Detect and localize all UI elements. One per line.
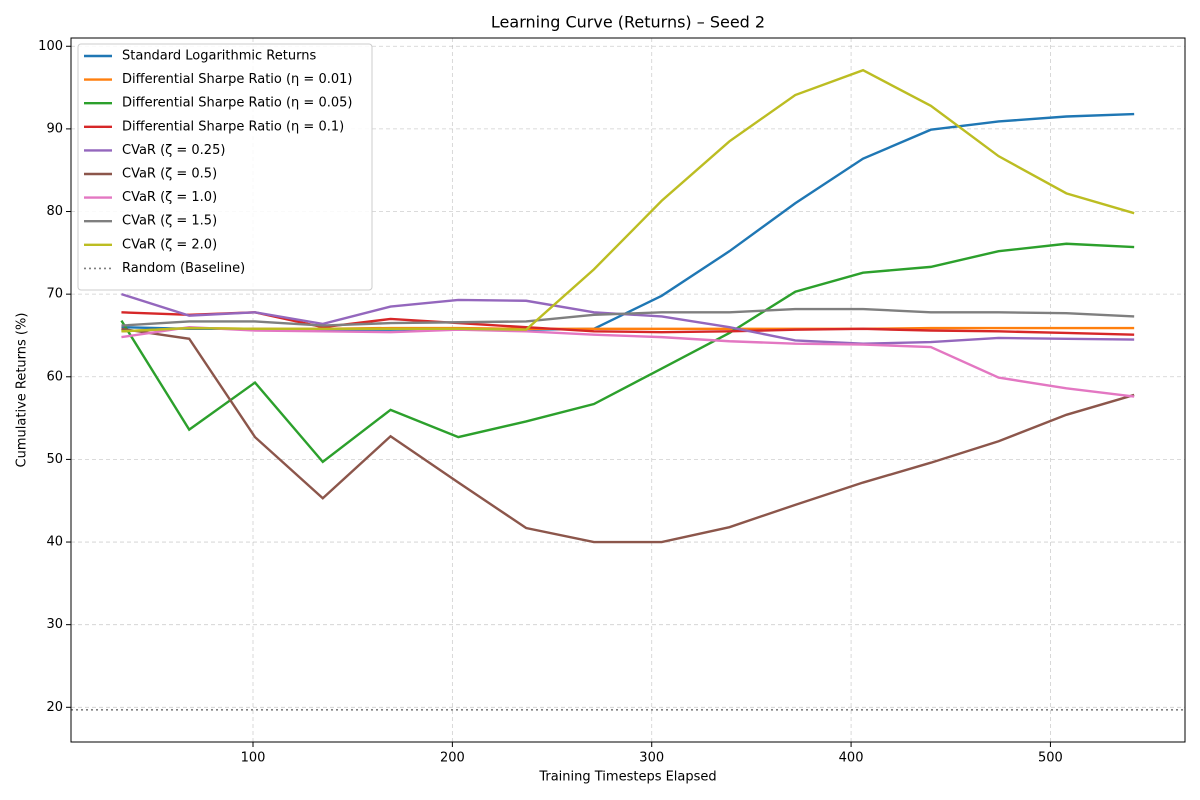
legend-label: Differential Sharpe Ratio (η = 0.1) (122, 119, 344, 134)
legend-label: CVaR (ζ = 0.25) (122, 143, 225, 158)
series-line (121, 327, 1135, 544)
legend-label: CVaR (ζ = 1.5) (122, 214, 217, 229)
y-tick-label: 90 (46, 121, 63, 136)
y-tick-label: 20 (46, 700, 63, 715)
plot-frame (70, 37, 1186, 743)
y-tick-label: 50 (46, 452, 63, 467)
legend-label: Differential Sharpe Ratio (η = 0.05) (122, 96, 352, 111)
x-axis-label: Training Timesteps Elapsed (538, 770, 716, 785)
legend-label: CVaR (ζ = 0.5) (122, 167, 217, 182)
x-tick-label: 500 (1038, 751, 1063, 766)
x-tick-label: 400 (839, 751, 864, 766)
legend-label: Random (Baseline) (122, 261, 245, 276)
x-tick-label: 100 (241, 751, 266, 766)
series-line (121, 68, 1135, 333)
legend-box (77, 43, 373, 291)
series-line (120, 242, 1135, 464)
legend-label: CVaR (ζ = 1.0) (122, 190, 217, 205)
x-tick-label: 200 (440, 751, 465, 766)
chart-title: Learning Curve (Returns) – Seed 2 (491, 13, 765, 32)
y-tick-label: 80 (46, 204, 63, 219)
legend-label: Differential Sharpe Ratio (η = 0.01) (122, 72, 352, 87)
y-tick-label: 30 (46, 617, 63, 632)
y-tick-label: 60 (46, 369, 63, 384)
y-tick-label: 70 (46, 287, 63, 302)
series-line (121, 325, 1135, 398)
series-line (121, 311, 1135, 336)
x-tick-label: 300 (639, 751, 664, 766)
y-tick-label: 100 (38, 39, 63, 54)
legend-label: CVaR (ζ = 2.0) (122, 237, 217, 252)
y-tick-label: 40 (46, 535, 63, 550)
legend-label: Standard Logarithmic Returns (122, 49, 316, 64)
series-line (121, 307, 1135, 327)
y-axis-label: Cumulative Returns (%) (15, 313, 30, 468)
